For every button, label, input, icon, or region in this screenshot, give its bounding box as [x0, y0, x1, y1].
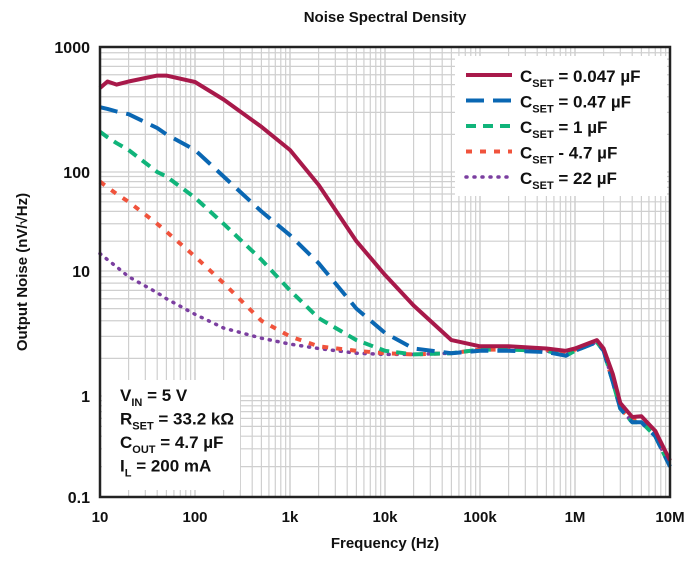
x-tick-label: 1k: [282, 509, 299, 526]
x-axis-label: Frequency (Hz): [331, 535, 439, 552]
series-line: [99, 105, 672, 468]
condition-label: IL = 200 mA: [120, 457, 211, 480]
y-axis-label: Output Noise (nV/√Hz): [14, 193, 31, 351]
condition-label: COUT = 4.7 µF: [120, 433, 223, 456]
legend-label: CSET = 1 µF: [520, 118, 607, 141]
y-tick-label: 10: [72, 264, 90, 281]
x-tick-label: 10: [92, 509, 109, 526]
y-tick-label: 100: [63, 165, 90, 182]
y-tick-label: 1000: [54, 40, 90, 57]
legend-label: CSET = 0.47 µF: [520, 93, 631, 116]
tick-labels: 10 100 1k 10k 100k 1M 10M 1000 100 10 1 0.1: [54, 40, 684, 526]
conditions-box-bg: [102, 380, 240, 490]
legend-label: CSET = 22 µF: [520, 169, 617, 192]
series-line: [98, 73, 672, 462]
series-lines: [98, 73, 672, 469]
x-tick-label: 10k: [372, 509, 398, 526]
plot-frame: [98, 45, 672, 499]
legend-label: CSET = 0.047 µF: [520, 67, 641, 90]
x-tick-label: 1M: [565, 509, 586, 526]
condition-label: RSET = 33.2 kΩ: [120, 410, 234, 433]
x-tick-label: 100k: [463, 509, 497, 526]
condition-label: VIN = 5 V: [120, 386, 188, 409]
x-tick-label: 100: [182, 509, 207, 526]
chart-title: Noise Spectral Density: [304, 9, 467, 26]
x-tick-label: 10M: [655, 509, 684, 526]
legend-label: CSET - 4.7 µF: [520, 144, 617, 167]
y-tick-label: 0.1: [68, 490, 90, 507]
y-tick-label: 1: [81, 389, 90, 406]
